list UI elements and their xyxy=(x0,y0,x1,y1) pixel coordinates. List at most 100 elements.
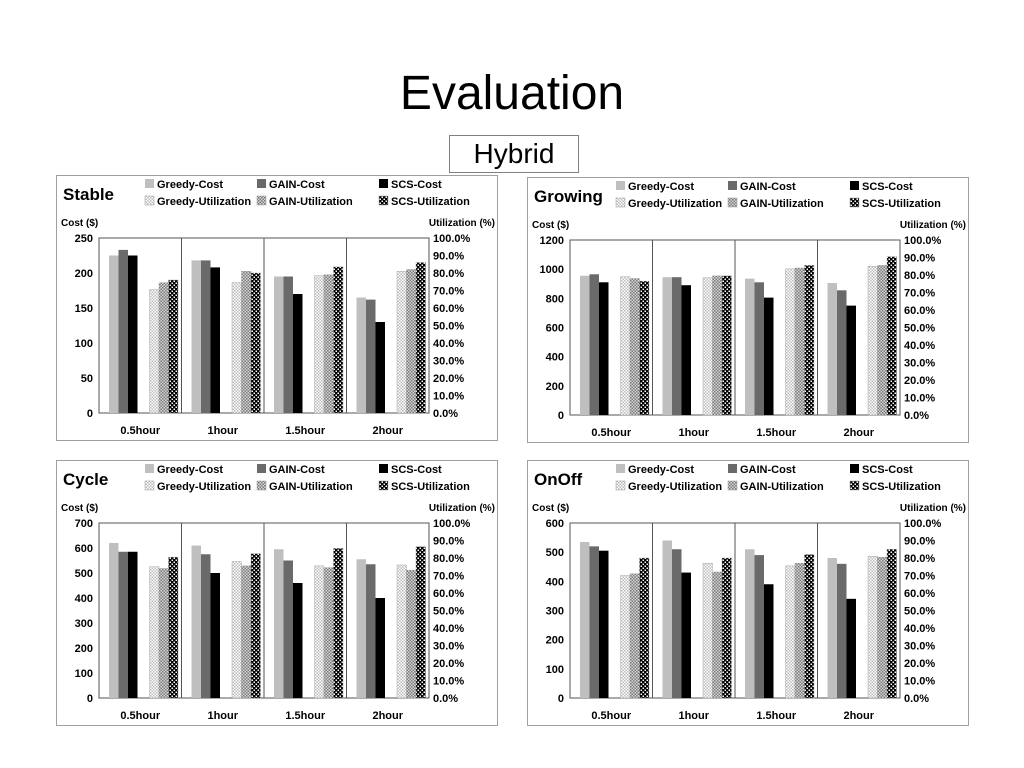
y2-tick-label: 60.0% xyxy=(904,588,935,600)
bar-greedy-cost xyxy=(356,297,366,413)
bar-scs-utilization xyxy=(804,265,815,416)
bar-greedy-utilization xyxy=(702,277,713,416)
y2-tick-label: 90.0% xyxy=(433,251,464,263)
y2-tick-label: 100.0% xyxy=(904,235,942,247)
legend-label-gain-utilization: GAIN-Utilization xyxy=(269,196,353,208)
bar-gain-utilization xyxy=(629,278,640,416)
y2-tick-label: 10.0% xyxy=(904,676,935,688)
bar-gain-utilization xyxy=(877,265,888,416)
y2-axis-title: Utilization (%) xyxy=(429,503,495,514)
legend-swatch-scs-utilization xyxy=(849,480,860,491)
bar-scs-utilization xyxy=(415,262,426,414)
bar-scs-cost xyxy=(293,294,303,413)
y-axis-title: Cost ($) xyxy=(532,220,569,231)
legend-label-gain-utilization: GAIN-Utilization xyxy=(269,481,353,493)
bar-gain-utilization xyxy=(877,556,888,699)
bar-greedy-cost xyxy=(191,545,201,698)
x-tick-label: 0.5hour xyxy=(591,427,631,439)
bar-greedy-cost xyxy=(662,540,672,698)
bar-gain-cost xyxy=(589,546,599,698)
x-tick-label: 2hour xyxy=(372,710,403,722)
x-tick-label: 1hour xyxy=(207,425,238,437)
y-tick-label: 1200 xyxy=(540,235,564,247)
bar-greedy-cost xyxy=(274,549,284,698)
bar-greedy-utilization xyxy=(396,564,407,699)
legend-swatch-gain-cost xyxy=(257,179,266,188)
y-tick-label: 700 xyxy=(75,518,93,530)
bar-gain-utilization xyxy=(406,269,417,414)
subtitle-box: Hybrid xyxy=(449,135,579,173)
bar-gain-utilization xyxy=(323,567,334,699)
legend-swatch-scs-utilization xyxy=(849,197,860,208)
y2-tick-label: 20.0% xyxy=(904,375,935,387)
bar-scs-utilization xyxy=(639,557,650,699)
y-tick-label: 200 xyxy=(546,381,564,393)
bar-scs-utilization xyxy=(721,275,732,416)
y-tick-label: 300 xyxy=(546,606,564,618)
y2-tick-label: 100.0% xyxy=(433,233,471,245)
bar-greedy-cost xyxy=(356,559,366,698)
x-tick-label: 1hour xyxy=(678,710,709,722)
chart-title: Cycle xyxy=(63,470,108,489)
bar-scs-cost xyxy=(846,598,856,698)
legend-label-greedy-cost: Greedy-Cost xyxy=(157,464,223,476)
chart-panel-onoff: OnOff Greedy-Cost GAIN-Cost SCS-Cost Greedy-… xyxy=(527,460,969,726)
bar-gain-cost xyxy=(366,299,376,413)
y2-tick-label: 70.0% xyxy=(904,571,935,583)
bar-scs-cost xyxy=(599,282,609,415)
y2-axis-title: Utilization (%) xyxy=(900,220,966,231)
y-tick-label: 100 xyxy=(75,668,93,680)
legend-swatch-greedy-cost xyxy=(616,181,625,190)
bar-greedy-cost xyxy=(827,283,837,415)
bar-gain-cost xyxy=(837,290,847,415)
y2-tick-label: 40.0% xyxy=(904,340,935,352)
y-tick-label: 300 xyxy=(75,618,93,630)
y2-tick-label: 0.0% xyxy=(904,410,929,422)
legend-label-scs-cost: SCS-Cost xyxy=(862,181,913,193)
y-tick-label: 800 xyxy=(546,293,564,305)
y2-tick-label: 30.0% xyxy=(904,358,935,370)
y2-tick-label: 20.0% xyxy=(904,658,935,670)
y2-tick-label: 10.0% xyxy=(433,391,464,403)
y2-tick-label: 60.0% xyxy=(904,305,935,317)
bar-gain-cost xyxy=(672,277,682,415)
bar-gain-cost xyxy=(283,560,293,698)
legend-swatch-gain-utilization xyxy=(727,480,738,491)
bar-gain-cost xyxy=(837,563,847,698)
bar-greedy-cost xyxy=(662,277,672,415)
legend-swatch-gain-cost xyxy=(257,464,266,473)
bar-greedy-utilization xyxy=(314,565,325,699)
y-tick-label: 600 xyxy=(546,323,564,335)
y2-tick-label: 90.0% xyxy=(433,536,464,548)
bar-greedy-cost xyxy=(109,543,119,698)
bar-greedy-cost xyxy=(745,549,755,698)
bar-scs-utilization xyxy=(639,280,650,416)
bar-greedy-utilization xyxy=(231,561,242,699)
bar-scs-utilization xyxy=(250,553,261,699)
bar-gain-utilization xyxy=(712,275,723,416)
bar-scs-utilization xyxy=(333,548,344,699)
y2-tick-label: 0.0% xyxy=(904,693,929,705)
bar-greedy-utilization xyxy=(149,289,160,414)
chart-panel-stable: Stable Greedy-Cost GAIN-Cost SCS-Cost Greedy… xyxy=(56,175,498,441)
y-axis-title: Cost ($) xyxy=(61,503,98,514)
bar-scs-cost xyxy=(128,255,138,413)
legend-swatch-greedy-utilization xyxy=(144,480,155,491)
y2-tick-label: 80.0% xyxy=(904,553,935,565)
y2-tick-label: 40.0% xyxy=(433,623,464,635)
y2-tick-label: 90.0% xyxy=(904,253,935,265)
y2-tick-label: 0.0% xyxy=(433,693,458,705)
bar-scs-utilization xyxy=(250,272,261,414)
y-tick-label: 250 xyxy=(75,233,93,245)
legend-label-gain-utilization: GAIN-Utilization xyxy=(740,481,824,493)
bar-greedy-cost xyxy=(827,558,837,698)
bar-greedy-utilization xyxy=(149,566,160,699)
legend-label-gain-cost: GAIN-Cost xyxy=(740,464,796,476)
bar-gain-utilization xyxy=(712,571,723,699)
bar-greedy-utilization xyxy=(785,565,796,699)
bar-scs-cost xyxy=(681,285,691,415)
bar-greedy-cost xyxy=(274,276,284,413)
bar-gain-cost xyxy=(589,274,599,415)
y2-tick-label: 10.0% xyxy=(904,393,935,405)
y-axis-title: Cost ($) xyxy=(61,218,98,229)
